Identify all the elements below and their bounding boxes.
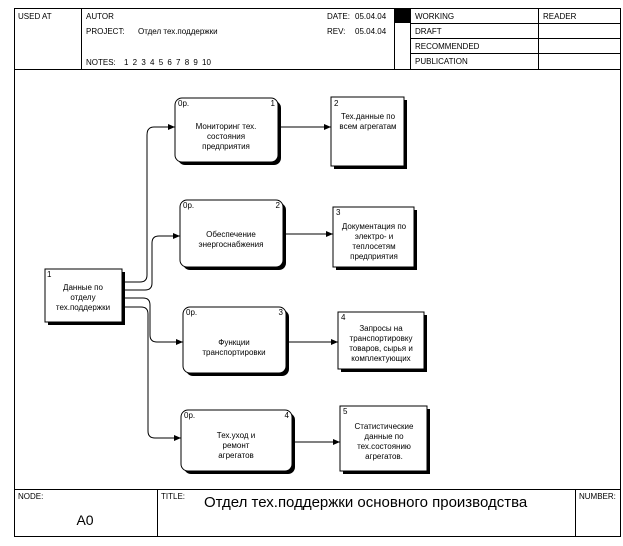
output-2-label-line-1: Документация по — [342, 222, 407, 231]
activity-4-label-line-1: Тех.уход и — [217, 431, 255, 440]
node-label: NODE: — [18, 492, 43, 501]
output-1-label-line-1: Тех.данные по — [341, 112, 396, 121]
output-box-1[interactable]: 2 Тех.данные по всем агрегатам — [330, 96, 407, 169]
arrow-to-activity-3 — [123, 297, 183, 345]
rev-label: REV: — [327, 27, 345, 36]
used-at-label: USED AT — [18, 12, 52, 21]
output-2-label-line-4: предприятия — [350, 252, 398, 261]
activity-1-label-line-1: Мониторинг тех. — [196, 122, 257, 131]
notes-values: 1 2 3 4 5 6 7 8 9 10 — [124, 58, 211, 67]
reader-label: READER — [543, 12, 577, 21]
number-label: NUMBER: — [579, 492, 616, 501]
author-label: AUTOR — [86, 12, 114, 21]
output-4-label-line-1: Статистические — [355, 422, 414, 431]
activity-box-2[interactable]: 0р. 2 Обеспечение энергоснабжения — [179, 199, 286, 270]
output-4-label-line-2: данные по — [364, 432, 404, 441]
output-3-label-line-4: комплектующих — [351, 354, 410, 363]
output-4-label-line-4: агрегатов. — [365, 452, 403, 461]
activity-1-label-line-3: предприятия — [202, 142, 250, 151]
status-working: WORKING — [415, 12, 454, 21]
activity-3-number: 3 — [279, 308, 284, 317]
output-3-label-line-2: транспортировку — [350, 334, 413, 343]
arrows — [123, 124, 340, 445]
arrow-to-activity-2 — [123, 233, 180, 291]
date-label: DATE: — [327, 12, 350, 21]
activity-2-number: 2 — [276, 201, 281, 210]
activity-3-label-line-2: транспортировки — [202, 348, 265, 357]
activity-4-label-line-3: агрегатов — [218, 451, 254, 460]
arrow-to-activity-4 — [123, 306, 181, 441]
footer-frame — [14, 489, 621, 537]
source-label-line-3: тех.поддержки — [56, 303, 110, 312]
output-box-2[interactable]: 3 Документация по электро- и теплосетям … — [332, 206, 417, 270]
activity-4-cost: 0р. — [184, 411, 195, 420]
activity-1-number: 1 — [271, 99, 276, 108]
activity-3-label-line-1: Функции — [218, 338, 250, 347]
activity-4-number: 4 — [285, 411, 290, 420]
activity-box-1[interactable]: 0р. 1 Мониторинг тех. состояния предприя… — [174, 97, 281, 165]
output-3-number: 4 — [341, 313, 346, 322]
source-number: 1 — [47, 270, 52, 279]
diagram-title: Отдел тех.поддержки основного производст… — [204, 494, 528, 511]
output-4-label-line-3: тех.состоянию — [357, 442, 411, 451]
output-4-number: 5 — [343, 407, 348, 416]
output-2-label-line-3: теплосетям — [352, 242, 395, 251]
output-3-label-line-1: Запросы на — [359, 324, 403, 333]
project-value: Отдел тех.поддержки — [138, 27, 218, 36]
output-1-label-line-2: всем агрегатам — [339, 122, 396, 131]
title-label: TITLE: — [161, 492, 185, 501]
output-3-label-line-3: товаров, сырья и — [349, 344, 413, 353]
node-value: A0 — [76, 512, 93, 528]
output-box-4[interactable]: 5 Статистические данные по тех.состоянию… — [339, 405, 430, 474]
arrow-to-activity-1 — [123, 124, 175, 283]
output-1-number: 2 — [334, 99, 339, 108]
output-box-3[interactable]: 4 Запросы на транспортировку товаров, сы… — [337, 311, 427, 372]
notes-label: NOTES: — [86, 58, 116, 67]
source-label-line-2: отделу — [70, 293, 95, 302]
source-label-line-1: Данные по — [63, 283, 103, 292]
activity-box-3[interactable]: 0р. 3 Функции транспортировки — [182, 306, 289, 376]
output-2-number: 3 — [336, 208, 341, 217]
status-publication: PUBLICATION — [415, 57, 468, 66]
activity-3-cost: 0р. — [186, 308, 197, 317]
activity-1-cost: 0р. — [178, 99, 189, 108]
activity-2-label-line-1: Обеспечение — [206, 230, 256, 239]
status-recommended: RECOMMENDED — [415, 42, 480, 51]
activity-1-label-line-2: состояния — [207, 132, 245, 141]
status-draft: DRAFT — [415, 27, 442, 36]
source-box[interactable]: 1 Данные по отделу тех.поддержки — [44, 268, 125, 325]
rev-value: 05.04.04 — [355, 27, 387, 36]
output-2-label-line-2: электро- и — [355, 232, 394, 241]
activity-4-label-line-2: ремонт — [223, 441, 250, 450]
activity-2-cost: 0р. — [183, 201, 194, 210]
activity-2-label-line-2: энергоснабжения — [199, 240, 264, 249]
date-value: 05.04.04 — [355, 12, 387, 21]
project-label: PROJECT: — [86, 27, 125, 36]
activity-box-4[interactable]: 0р. 4 Тех.уход и ремонт агрегатов — [180, 409, 295, 474]
working-status-marker — [395, 9, 410, 23]
